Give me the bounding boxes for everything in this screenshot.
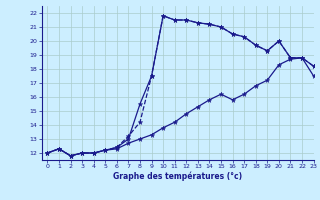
X-axis label: Graphe des températures (°c): Graphe des températures (°c)	[113, 172, 242, 181]
